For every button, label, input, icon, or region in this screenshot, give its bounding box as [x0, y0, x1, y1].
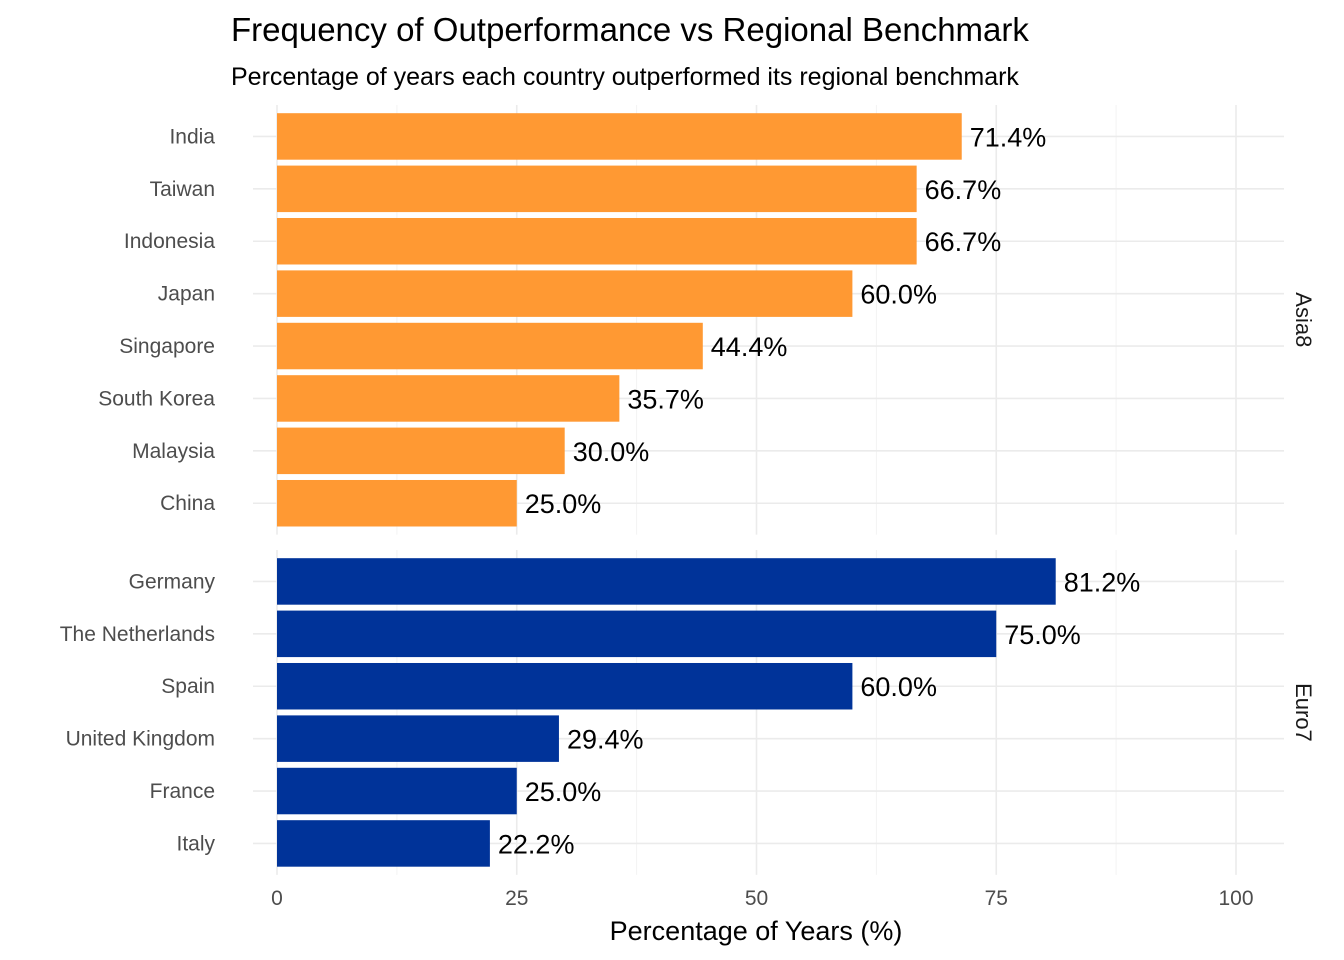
bar-germany	[277, 558, 1056, 605]
data-label: 35.7%	[627, 384, 704, 414]
bar-india	[277, 113, 962, 160]
x-tick-label: 0	[271, 887, 283, 910]
x-tick-label: 100	[1218, 887, 1253, 910]
category-label: Japan	[158, 283, 215, 306]
category-label: France	[150, 780, 215, 803]
data-label: 25.0%	[525, 777, 602, 807]
bar-south-korea	[277, 375, 620, 422]
bar-france	[277, 767, 517, 815]
data-label: 22.2%	[498, 829, 575, 859]
x-tick-label: 75	[985, 887, 1008, 910]
x-axis-title: Percentage of Years (%)	[610, 916, 903, 946]
bar-china	[277, 479, 517, 527]
facet-panel-euro7: 81.2% Germany 75.0% The Netherlands 60.0% Spa…	[60, 550, 1316, 875]
x-tick-label: 50	[745, 887, 768, 910]
data-label: 66.7%	[925, 227, 1002, 257]
category-label: Malaysia	[132, 440, 215, 463]
data-label: 60.0%	[860, 672, 937, 702]
bar-indonesia	[277, 217, 917, 265]
category-label: India	[169, 125, 215, 148]
category-label: Spain	[161, 675, 215, 698]
facet-panel-asia8: 71.4% India 66.7% Taiwan 66.7% Indonesia 60.0%…	[98, 105, 1316, 535]
category-label: Germany	[129, 570, 216, 593]
data-label: 30.0%	[573, 437, 650, 467]
category-label: Indonesia	[124, 230, 215, 253]
data-label: 66.7%	[925, 175, 1002, 205]
category-label: Italy	[176, 832, 215, 855]
data-label: 60.0%	[860, 280, 937, 310]
chart-subtitle: Percentage of years each country outperf…	[231, 63, 1019, 91]
data-label: 44.4%	[711, 332, 788, 362]
chart-title: Frequency of Outperformance vs Regional …	[231, 11, 1029, 48]
category-label: United Kingdom	[66, 728, 215, 751]
facet-strip-label: Euro7	[1291, 683, 1316, 742]
category-label: Taiwan	[150, 178, 215, 201]
data-label: 75.0%	[1004, 620, 1081, 650]
category-label: The Netherlands	[60, 623, 215, 646]
category-label: South Korea	[98, 387, 215, 410]
category-label: Singapore	[119, 335, 215, 358]
bar-united-kingdom	[277, 715, 559, 762]
data-label: 71.4%	[970, 122, 1047, 152]
data-label: 29.4%	[567, 725, 644, 755]
bar-singapore	[277, 322, 703, 370]
data-label: 25.0%	[525, 489, 602, 519]
plot-area: 71.4% India 66.7% Taiwan 66.7% Indonesia 60.0%…	[60, 105, 1316, 910]
bar-japan	[277, 270, 853, 317]
bar-malaysia	[277, 427, 565, 475]
data-label: 81.2%	[1064, 567, 1141, 597]
x-tick-label: 25	[505, 887, 528, 910]
bar-taiwan	[277, 165, 917, 213]
facet-strip-label: Asia8	[1291, 292, 1316, 347]
bar-italy	[277, 820, 490, 867]
category-label: China	[160, 492, 215, 515]
bar-spain	[277, 662, 853, 710]
bar-the-netherlands	[277, 610, 997, 658]
